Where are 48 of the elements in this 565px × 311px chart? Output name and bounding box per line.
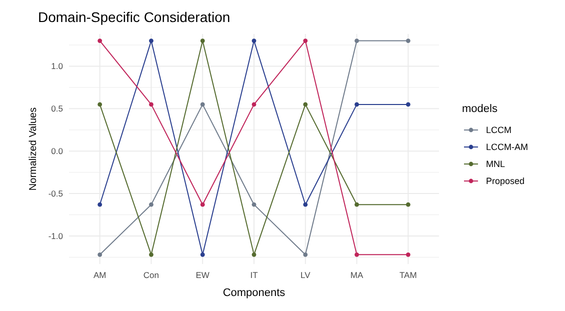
point bbox=[98, 252, 102, 257]
legend-title: models bbox=[462, 103, 498, 115]
legend-label: MNL bbox=[486, 159, 506, 170]
point bbox=[406, 202, 410, 207]
point bbox=[354, 252, 359, 257]
point bbox=[252, 252, 256, 257]
y-axis-title: Normalized Values bbox=[28, 107, 39, 191]
point bbox=[354, 102, 359, 107]
x-tick-label: MA bbox=[350, 270, 364, 280]
point bbox=[200, 202, 205, 207]
point bbox=[406, 102, 410, 107]
point bbox=[303, 102, 308, 107]
point bbox=[149, 102, 154, 107]
y-tick-label: -0.5 bbox=[48, 188, 64, 199]
chart-title: Domain-Specific Consideration bbox=[38, 9, 230, 25]
point bbox=[354, 38, 359, 43]
point bbox=[252, 202, 256, 207]
y-tick-label: 0.0 bbox=[51, 146, 64, 156]
y-tick-label: -1.0 bbox=[48, 230, 64, 241]
x-axis-title: Components bbox=[222, 287, 286, 299]
x-tick-label: EW bbox=[196, 270, 210, 280]
point bbox=[98, 102, 102, 107]
point bbox=[354, 202, 359, 207]
legend-label: LCCM-AM bbox=[486, 142, 528, 152]
point bbox=[200, 252, 205, 257]
x-tick-label: IT bbox=[250, 270, 258, 280]
point bbox=[303, 38, 308, 43]
point bbox=[303, 202, 308, 207]
point bbox=[98, 202, 102, 207]
x-tick-label: AM bbox=[93, 270, 106, 280]
point bbox=[252, 38, 256, 43]
point bbox=[200, 38, 205, 43]
point bbox=[252, 102, 256, 107]
y-tick-label: 1.0 bbox=[51, 61, 64, 72]
point bbox=[200, 102, 205, 107]
y-tick-label: 0.5 bbox=[51, 104, 64, 114]
x-tick-label: TAM bbox=[400, 270, 417, 280]
x-tick-label: LV bbox=[300, 270, 311, 280]
point bbox=[149, 202, 154, 207]
point bbox=[406, 252, 410, 257]
point bbox=[303, 252, 308, 257]
x-tick-label: Con bbox=[143, 270, 160, 280]
point bbox=[149, 252, 154, 257]
legend-label: LCCM bbox=[486, 125, 512, 136]
point bbox=[406, 38, 410, 43]
point bbox=[98, 38, 102, 43]
point bbox=[149, 38, 154, 43]
legend-label: Proposed bbox=[486, 176, 525, 186]
